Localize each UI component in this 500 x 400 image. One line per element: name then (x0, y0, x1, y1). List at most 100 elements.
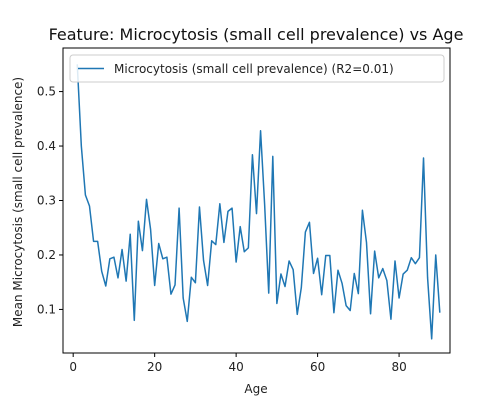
data-point (439, 312, 440, 313)
data-point (341, 283, 342, 284)
data-point (268, 292, 269, 293)
legend-box (69, 54, 445, 83)
x-axis: 0 20 40 60 80 (69, 353, 407, 374)
data-point (309, 222, 310, 223)
data-point (431, 338, 432, 339)
data-point (358, 293, 359, 294)
data-point (227, 211, 228, 212)
legend-label: Microcytosis (small cell prevalence) (R2… (114, 62, 394, 76)
data-point (370, 313, 371, 314)
data-point (305, 231, 306, 232)
x-tick-label: 40 (228, 360, 243, 374)
data-point (158, 243, 159, 244)
data-point (199, 206, 200, 207)
data-point (146, 199, 147, 200)
data-point (170, 294, 171, 295)
data-point (394, 260, 395, 261)
data-point (419, 257, 420, 258)
data-point (89, 205, 90, 206)
data-point (386, 280, 387, 281)
data-point (272, 156, 273, 157)
data-point (207, 285, 208, 286)
data-point (231, 208, 232, 209)
data-point (411, 257, 412, 258)
data-point (126, 281, 127, 282)
data-point (313, 273, 314, 274)
data-point (284, 286, 285, 287)
data-point (337, 270, 338, 271)
data-point (138, 221, 139, 222)
legend: Microcytosis (small cell prevalence) (R2… (69, 54, 445, 83)
data-point (191, 277, 192, 278)
data-point (150, 229, 151, 230)
data-point (142, 250, 143, 251)
data-point (382, 268, 383, 269)
data-point (219, 203, 220, 204)
data-point (260, 130, 261, 131)
data-point (203, 260, 204, 261)
data-point (366, 242, 367, 243)
x-tick-label: 80 (391, 360, 406, 374)
data-point (354, 273, 355, 274)
data-point (215, 244, 216, 245)
data-point (211, 240, 212, 241)
data-point (195, 282, 196, 283)
data-point (321, 294, 322, 295)
y-tick-label: 0.3 (37, 194, 56, 208)
data-point (297, 314, 298, 315)
data-point (85, 194, 86, 195)
data-point (252, 154, 253, 155)
series-layer (76, 64, 441, 340)
data-point (398, 297, 399, 298)
data-point (174, 284, 175, 285)
data-point (105, 285, 106, 286)
data-point (97, 241, 98, 242)
data-point (350, 310, 351, 311)
data-point (130, 234, 131, 235)
data-point (244, 251, 245, 252)
x-tick-label: 60 (310, 360, 325, 374)
x-axis-label: Age (244, 382, 267, 396)
chart-title: Feature: Microcytosis (small cell preval… (49, 25, 464, 44)
data-point (317, 258, 318, 259)
data-point (403, 273, 404, 274)
data-point (333, 312, 334, 313)
series-line (76, 64, 441, 340)
data-point (378, 277, 379, 278)
data-point (187, 321, 188, 322)
data-point (390, 319, 391, 320)
data-point (81, 145, 82, 146)
y-tick-label: 0.1 (37, 302, 56, 316)
data-point (179, 208, 180, 209)
data-point (223, 242, 224, 243)
data-point (293, 269, 294, 270)
data-point (117, 277, 118, 278)
x-tick-label: 0 (69, 360, 77, 374)
data-point (121, 249, 122, 250)
data-point (236, 261, 237, 262)
x-tick-label: 20 (147, 360, 162, 374)
data-point (109, 258, 110, 259)
y-tick-label: 0.5 (37, 85, 56, 99)
y-axis: 0.1 0.2 0.3 0.4 0.5 (37, 85, 63, 316)
data-point (256, 213, 257, 214)
data-point (374, 251, 375, 252)
data-point (280, 273, 281, 274)
data-point (329, 255, 330, 256)
data-point (407, 270, 408, 271)
y-tick-label: 0.2 (37, 248, 56, 262)
plot-area: 0 20 40 60 80 0.1 0.2 0.3 0.4 0.5 (37, 47, 451, 374)
data-point (113, 257, 114, 258)
data-point (362, 210, 363, 211)
data-point (427, 277, 428, 278)
data-point (415, 263, 416, 264)
data-point (325, 255, 326, 256)
data-point (154, 285, 155, 286)
data-point (183, 297, 184, 298)
data-point (93, 241, 94, 242)
data-point (288, 260, 289, 261)
data-point (162, 258, 163, 259)
data-point (423, 157, 424, 158)
y-tick-label: 0.4 (37, 139, 56, 153)
